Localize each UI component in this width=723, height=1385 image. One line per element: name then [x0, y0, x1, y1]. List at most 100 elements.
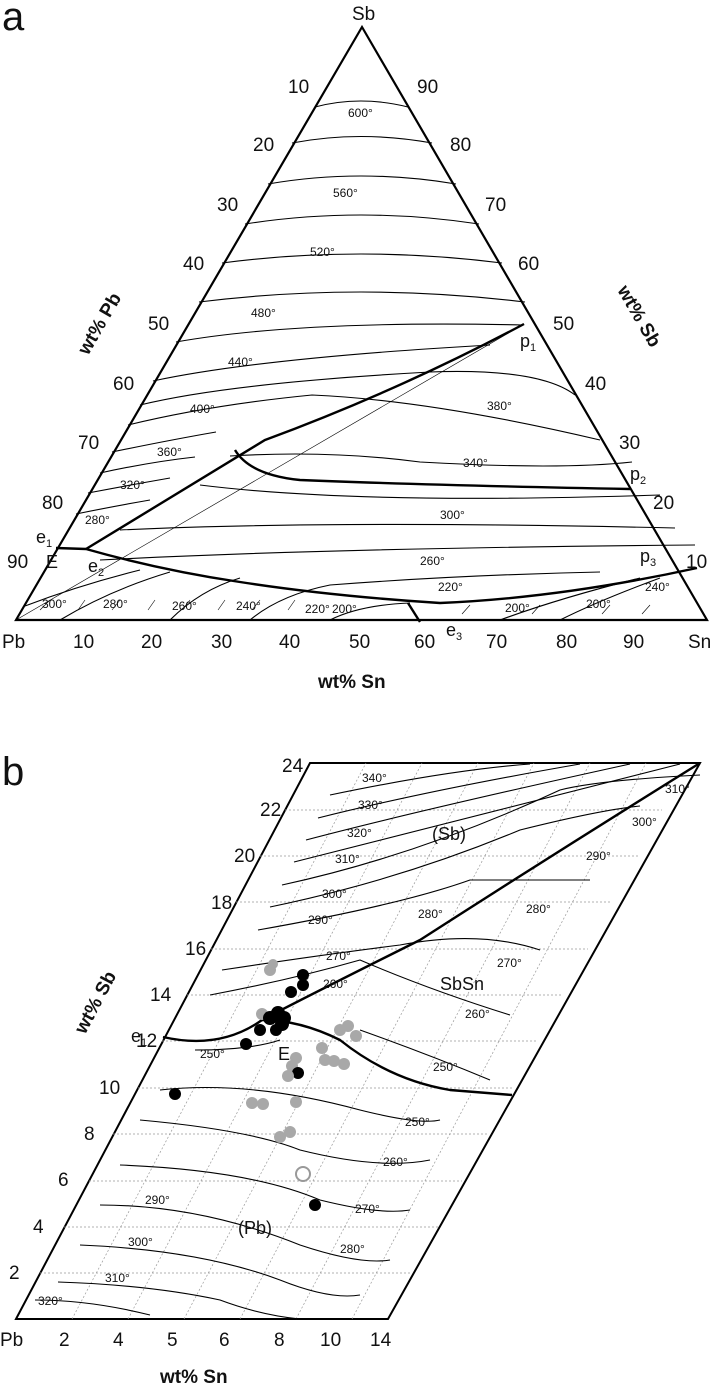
iso-label: 380°: [487, 399, 512, 413]
iso-label: 200°: [505, 601, 530, 615]
iso-label-b: 300°: [128, 1235, 153, 1249]
isotherm-labels-b: 340° 330° 320° 310° 300° 290° 280° 270° …: [38, 771, 690, 1308]
iso-label-b: 300°: [322, 887, 347, 901]
iso-label-b: 260°: [383, 1155, 408, 1169]
isotherm-labels-a: 600° 560° 520° 480° 440° 400° 380° 360° …: [42, 106, 670, 616]
tick-left: 10: [288, 77, 309, 98]
data-point-gray: [316, 1042, 328, 1054]
data-point-gray: [274, 1131, 286, 1143]
iso-label: 280°: [85, 513, 110, 527]
tick-left-b: 12: [136, 1031, 157, 1052]
tick-left-b: 8: [84, 1124, 95, 1145]
data-point-black: [240, 1038, 252, 1050]
iso-label: 320°: [120, 478, 145, 492]
tick-bottom-b: 10: [320, 1330, 341, 1351]
tick-bottom: 70: [486, 632, 507, 653]
tick-right: 40: [585, 374, 606, 395]
tick-right: 60: [518, 254, 539, 275]
tick-left-b: 14: [150, 985, 172, 1006]
vertex-pb-b: Pb: [0, 1330, 23, 1351]
iso-label-b: 260°: [323, 977, 348, 991]
iso-label: 200°: [332, 602, 357, 616]
left-ticks-a: 10 20 30 40 50 60 70 80 90: [7, 77, 309, 573]
data-point-black: [297, 979, 309, 991]
iso-label-b: 320°: [38, 1294, 63, 1308]
data-point-gray: [319, 1054, 331, 1066]
label-p3: p3: [640, 546, 656, 569]
tick-left-b: 6: [58, 1170, 69, 1191]
iso-label: 560°: [333, 186, 358, 200]
boundaries-a: [55, 322, 698, 623]
label-p1: p1: [520, 331, 536, 354]
tick-left: 30: [217, 195, 238, 216]
tick-bottom: 40: [279, 632, 300, 653]
data-point-black: [309, 1199, 321, 1211]
iso-label-b: 250°: [405, 1115, 430, 1129]
tick-right: 20: [653, 493, 674, 514]
vertex-sn: Sn: [688, 632, 711, 653]
iso-label: 400°: [190, 402, 215, 416]
axis-title-pb: wt% Pb: [74, 289, 126, 359]
tick-left-b: 4: [33, 1217, 44, 1238]
data-point-gray: [290, 1096, 302, 1108]
iso-label-b: 330°: [358, 798, 383, 812]
isotherms-b: [34, 763, 701, 1320]
tick-left-b: 24: [282, 756, 304, 777]
point-labels-a: e1 E e2 e3 p1 p2 p3: [36, 331, 656, 643]
tick-bottom: 30: [211, 632, 232, 653]
region-sb: (Sb): [432, 824, 466, 844]
iso-label: 440°: [228, 355, 253, 369]
iso-label: 340°: [463, 456, 488, 470]
axis-title-sb: wt% Sb: [612, 281, 664, 351]
data-point-black: [285, 986, 297, 998]
iso-label-b: 270°: [355, 1202, 380, 1216]
panel-b: b: [0, 750, 702, 1385]
tick-right: 10: [686, 552, 707, 573]
tick-left-b: 10: [99, 1078, 120, 1099]
tick-left: 50: [148, 314, 169, 335]
tick-left: 20: [253, 135, 274, 156]
iso-label-b: 280°: [526, 902, 551, 916]
tick-left: 90: [7, 552, 28, 573]
bottom-ticks-b: 2 4 5 6 8 10 14: [59, 1330, 392, 1351]
data-point-open: [295, 1166, 311, 1182]
data-point-gray: [257, 1098, 269, 1110]
tick-bottom: 80: [556, 632, 577, 653]
label-E: E: [46, 552, 58, 572]
iso-label-b: 280°: [340, 1242, 365, 1256]
iso-label: 260°: [172, 599, 197, 613]
iso-label-b: 270°: [497, 956, 522, 970]
data-point-gray: [338, 1058, 350, 1070]
iso-label-b: 340°: [362, 771, 387, 785]
left-ticks-b: 2 4 6 8 10 12 14 16 18 20 22 24: [9, 756, 304, 1284]
ternary-triangle: [14, 24, 709, 622]
tick-right: 90: [417, 77, 438, 98]
isotherms-a: [75, 100, 696, 561]
tick-bottom: 90: [623, 632, 644, 653]
tick-right: 30: [619, 433, 640, 454]
tick-left-b: 20: [234, 846, 255, 867]
data-point-black: [270, 1024, 282, 1036]
iso-label: 520°: [310, 245, 335, 259]
iso-label: 200°: [586, 597, 611, 611]
iso-label-b: 310°: [335, 852, 360, 866]
tick-bottom-b: 4: [113, 1330, 124, 1351]
iso-label-b: 290°: [586, 849, 611, 863]
iso-label-b: 260°: [465, 1007, 490, 1021]
iso-label-b: 310°: [665, 782, 690, 796]
label-e1-b: e1: [131, 1026, 147, 1049]
tick-left-b: 16: [185, 939, 206, 960]
iso-label: 480°: [251, 306, 276, 320]
tick-bottom: 60: [414, 632, 435, 653]
iso-label: 260°: [420, 554, 445, 568]
tick-bottom-b: 14: [370, 1330, 392, 1351]
axis-title-sn-b: wt% Sn: [159, 1367, 228, 1385]
tick-left-b: 2: [9, 1263, 20, 1284]
data-point-black: [292, 1067, 304, 1079]
label-e2: e2: [88, 556, 104, 579]
data-point-gray: [350, 1030, 362, 1042]
iso-label-b: 290°: [308, 913, 333, 927]
axis-title-sn: wt% Sn: [317, 672, 386, 693]
panel-a: a Sb Pb Sn 10 20 30 40 50 60 70 80 90 90…: [2, 0, 711, 693]
